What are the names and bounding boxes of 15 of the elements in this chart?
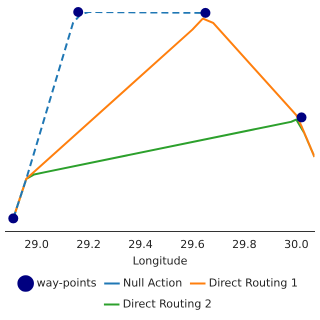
legend-label: way-points [36,276,97,290]
point [200,8,210,18]
x-tick-label: 29.4 [128,238,153,252]
legend-label: Direct Routing 2 [122,297,212,310]
x-tick-label: 29.0 [24,238,49,252]
x-tick-label: 30.0 [284,238,309,252]
x-tick-label: 29.2 [76,238,101,252]
x-tick-label: 29.6 [180,238,205,252]
point [73,7,84,17]
legend-label: Null Action [122,276,182,290]
point [8,213,18,224]
x-axis-title: Longitude [132,254,188,268]
x-tick-label: 29.8 [232,238,257,252]
point [296,112,307,122]
legend-label: Direct Routing 1 [208,276,298,290]
